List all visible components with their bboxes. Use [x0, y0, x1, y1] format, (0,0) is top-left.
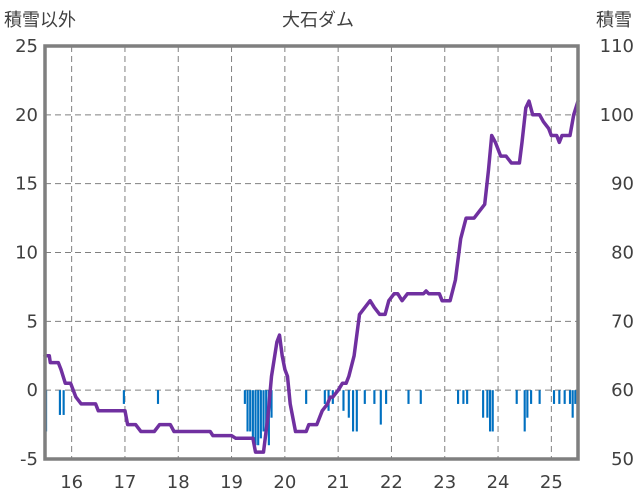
- bar: [419, 390, 422, 404]
- x-tick-label: 25: [540, 472, 563, 493]
- bar: [243, 390, 246, 404]
- x-tick-label: 23: [433, 472, 456, 493]
- bar: [488, 390, 492, 432]
- bar: [574, 390, 577, 404]
- bar: [486, 390, 489, 418]
- line-path: [43, 99, 580, 454]
- bar: [323, 390, 326, 404]
- bar: [262, 390, 265, 432]
- bar: [558, 390, 561, 404]
- x-tick-label: 21: [327, 472, 350, 493]
- bar: [259, 390, 262, 439]
- bar: [568, 390, 572, 404]
- bar: [246, 390, 249, 432]
- bar: [407, 390, 410, 404]
- bar: [385, 390, 388, 404]
- bar: [482, 390, 485, 418]
- bar: [379, 390, 382, 425]
- x-tick-label: 24: [487, 472, 510, 493]
- line-series: [43, 99, 580, 454]
- bar: [352, 390, 355, 432]
- right-tick-label: 60: [611, 380, 634, 401]
- bar: [515, 390, 518, 404]
- right-axis-ticks: 50 60 70 80 90 100 110: [600, 36, 634, 470]
- bar: [363, 390, 366, 404]
- bar: [526, 390, 529, 418]
- left-tick-label: 20: [15, 105, 38, 126]
- chart-title: 大石ダム: [282, 10, 354, 31]
- right-tick-label: 90: [611, 174, 634, 195]
- bar: [571, 390, 574, 418]
- left-tick-label: 0: [27, 380, 38, 401]
- left-tick-label: 5: [27, 311, 38, 332]
- bar: [347, 390, 350, 418]
- bar: [342, 390, 345, 411]
- bar: [491, 390, 494, 432]
- x-axis-ticks: 16 17 18 19 20 21 22 23 24 25: [60, 472, 563, 493]
- left-tick-label: 10: [15, 243, 38, 264]
- bar: [156, 390, 160, 404]
- left-tick-label: 15: [15, 174, 38, 195]
- bar: [462, 390, 465, 404]
- bar: [251, 390, 254, 439]
- left-axis-ticks: -5 0 5 10 15 20 25: [15, 36, 38, 470]
- bar: [538, 390, 541, 404]
- x-tick-label: 18: [167, 472, 190, 493]
- x-tick-label: 20: [273, 472, 296, 493]
- x-tick-label: 19: [220, 472, 243, 493]
- bar: [563, 390, 566, 404]
- bar: [122, 390, 125, 404]
- bar: [552, 390, 556, 404]
- bar: [62, 390, 65, 415]
- bar: [530, 390, 533, 404]
- bar: [257, 390, 260, 446]
- bar: [355, 390, 358, 432]
- right-tick-label: 50: [611, 449, 634, 470]
- right-tick-label: 80: [611, 243, 634, 264]
- bar: [265, 390, 268, 432]
- right-tick-label: 100: [600, 105, 634, 126]
- bar: [523, 390, 526, 432]
- right-tick-label: 110: [600, 36, 634, 57]
- bar: [58, 390, 61, 415]
- bar: [254, 390, 257, 446]
- bar: [249, 390, 252, 432]
- left-tick-label: 25: [15, 36, 38, 57]
- x-tick-label: 16: [60, 472, 83, 493]
- x-tick-label: 17: [113, 472, 136, 493]
- bar: [457, 390, 460, 404]
- bar: [466, 390, 469, 404]
- right-tick-label: 70: [611, 311, 634, 332]
- plot-frame: [43, 44, 580, 461]
- left-axis-label: 積雪以外: [4, 10, 76, 31]
- bar: [305, 390, 308, 404]
- bar: [373, 390, 376, 404]
- right-axis-label: 積雪: [596, 10, 632, 31]
- left-tick-label: -5: [20, 449, 38, 470]
- x-tick-label: 22: [380, 472, 403, 493]
- bar: [270, 390, 273, 418]
